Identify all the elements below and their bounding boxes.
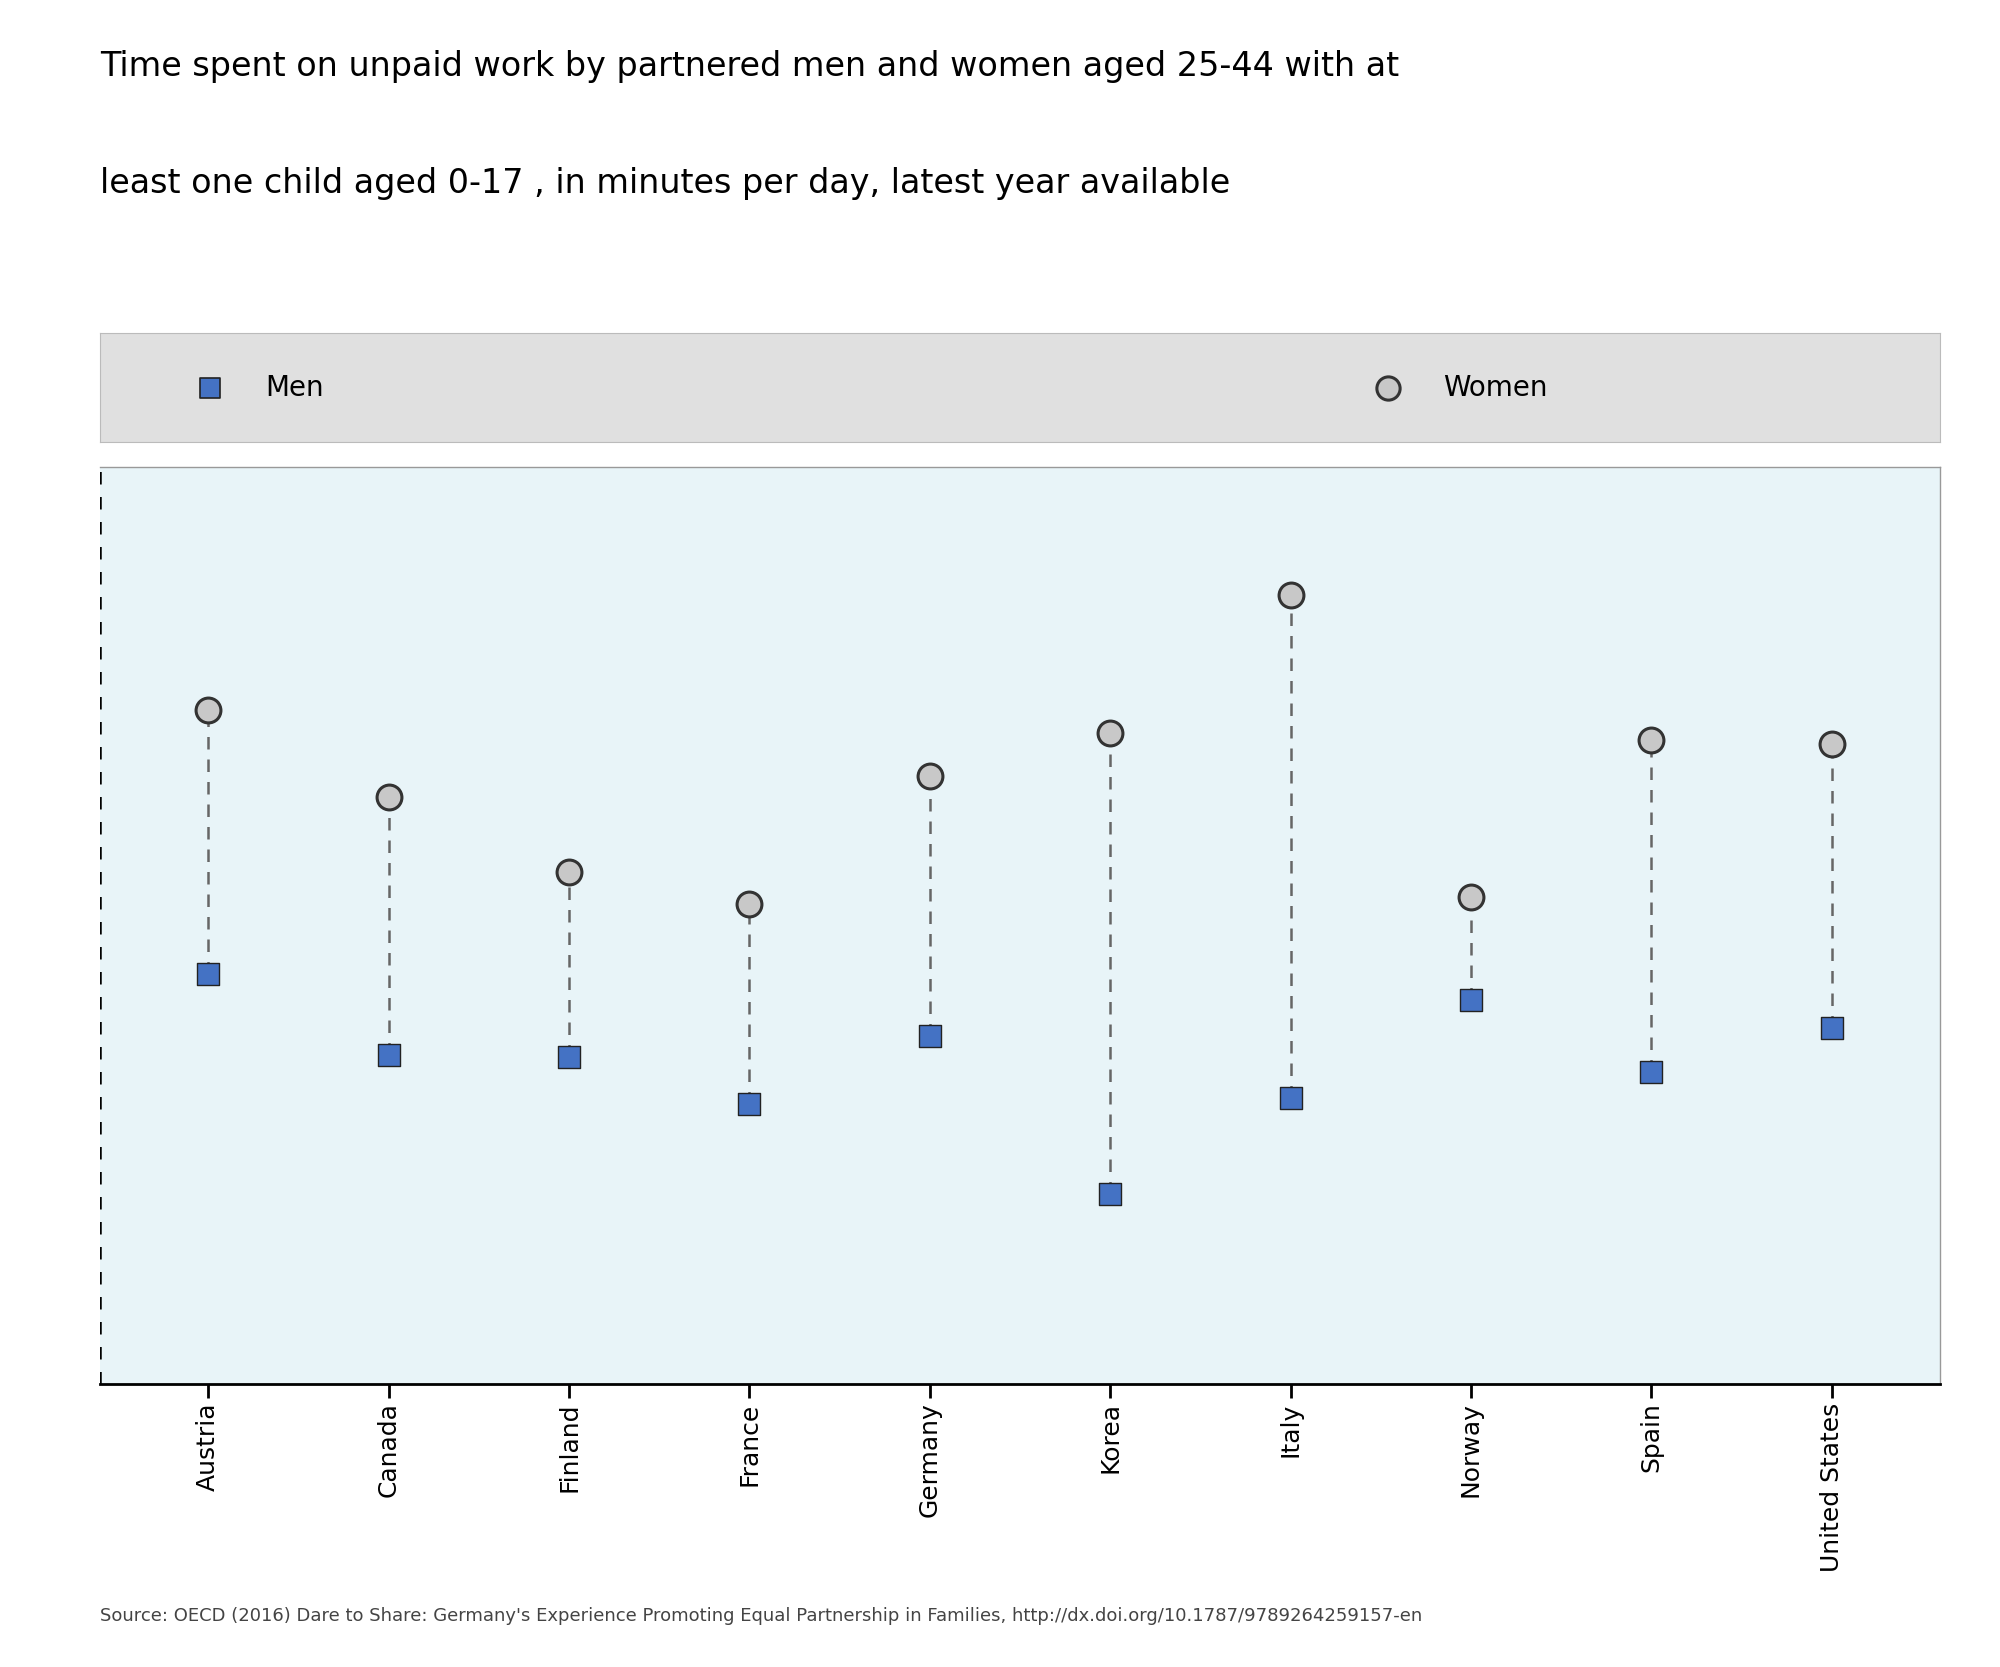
Point <box>1274 1085 1306 1112</box>
Point <box>1636 727 1668 753</box>
Point <box>372 783 404 810</box>
Point <box>192 960 224 987</box>
Text: least one child aged 0-17 , in minutes per day, latest year available: least one child aged 0-17 , in minutes p… <box>100 167 1230 200</box>
Point <box>1094 720 1126 747</box>
Point <box>1274 582 1306 608</box>
Point <box>192 697 224 723</box>
Text: Men: Men <box>266 373 324 402</box>
Point <box>734 890 766 917</box>
Point <box>554 1044 586 1070</box>
Point <box>554 859 586 885</box>
Point <box>914 1024 946 1050</box>
Point <box>1094 1180 1126 1207</box>
Point <box>194 373 226 400</box>
Point <box>1816 730 1848 757</box>
Point <box>1454 987 1486 1014</box>
Text: Time spent on unpaid work by partnered men and women aged 25-44 with at: Time spent on unpaid work by partnered m… <box>100 50 1400 83</box>
Point <box>1372 373 1404 400</box>
Text: Women: Women <box>1444 373 1548 402</box>
Point <box>914 762 946 788</box>
Point <box>1636 1059 1668 1085</box>
Text: Source: OECD (2016) Dare to Share: Germany's Experience Promoting Equal Partners: Source: OECD (2016) Dare to Share: Germa… <box>100 1607 1422 1625</box>
Point <box>1816 1014 1848 1040</box>
Point <box>1454 884 1486 910</box>
Point <box>372 1042 404 1069</box>
Point <box>734 1090 766 1117</box>
